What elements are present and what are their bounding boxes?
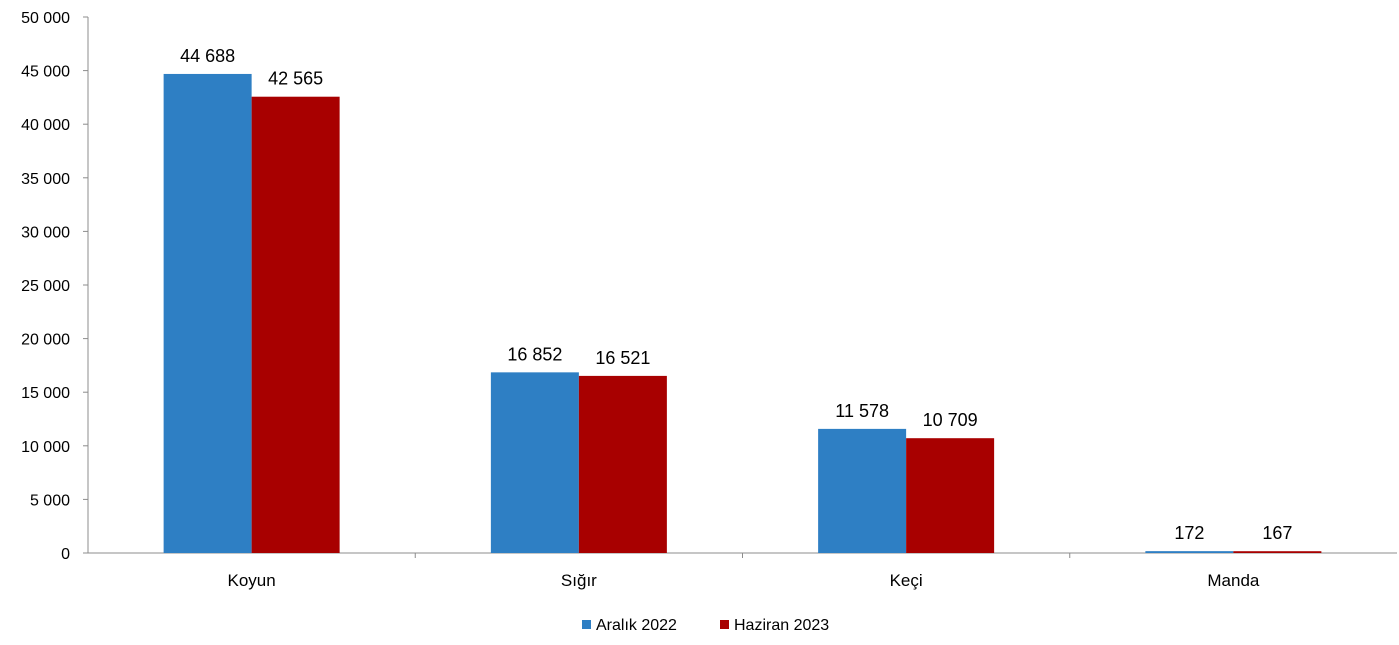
bar bbox=[1233, 551, 1322, 553]
data-label: 11 578 bbox=[835, 401, 889, 421]
data-label: 42 565 bbox=[268, 69, 323, 89]
data-label: 172 bbox=[1174, 523, 1204, 543]
bar bbox=[906, 438, 995, 553]
bar bbox=[163, 73, 252, 553]
data-label: 10 709 bbox=[923, 410, 978, 430]
bar bbox=[578, 375, 667, 553]
axes: 0 5 000 10 000 15 000 20 000 25 000 30 000 35 0… bbox=[21, 10, 1397, 590]
y-tick-label: 5 000 bbox=[30, 492, 70, 509]
y-tick-label: 0 bbox=[61, 546, 70, 563]
y-tick-label: 40 000 bbox=[21, 117, 70, 134]
data-label: 44 688 bbox=[180, 46, 235, 66]
y-tick-label: 35 000 bbox=[21, 171, 70, 188]
legend-swatch bbox=[720, 620, 729, 629]
y-tick-label: 25 000 bbox=[21, 278, 70, 295]
bar bbox=[251, 96, 340, 554]
bar bbox=[1145, 551, 1234, 553]
y-tick-label: 30 000 bbox=[21, 224, 70, 241]
category-label: Sığır bbox=[561, 571, 597, 590]
data-labels: 44 688 42 565 16 852 16 521 11 578 10 709 172 1… bbox=[180, 46, 1292, 543]
data-label: 16 521 bbox=[595, 348, 650, 368]
data-label: 16 852 bbox=[507, 344, 562, 364]
y-tick-label: 45 000 bbox=[21, 64, 70, 81]
category-label: Koyun bbox=[228, 571, 276, 590]
legend-label: Aralık 2022 bbox=[596, 617, 677, 634]
y-tick-label: 50 000 bbox=[21, 10, 70, 27]
category-label: Manda bbox=[1207, 571, 1260, 590]
legend-swatch bbox=[582, 620, 591, 629]
y-tick-label: 10 000 bbox=[21, 439, 70, 456]
bar bbox=[818, 428, 907, 553]
legend: Aralık 2022 Haziran 2023 bbox=[582, 617, 829, 634]
bar bbox=[490, 372, 579, 553]
y-tick-label: 20 000 bbox=[21, 332, 70, 349]
data-label: 167 bbox=[1262, 523, 1292, 543]
category-label: Keçi bbox=[890, 571, 923, 590]
bars bbox=[163, 73, 1322, 554]
y-tick-label: 15 000 bbox=[21, 385, 70, 402]
legend-label: Haziran 2023 bbox=[734, 617, 829, 634]
